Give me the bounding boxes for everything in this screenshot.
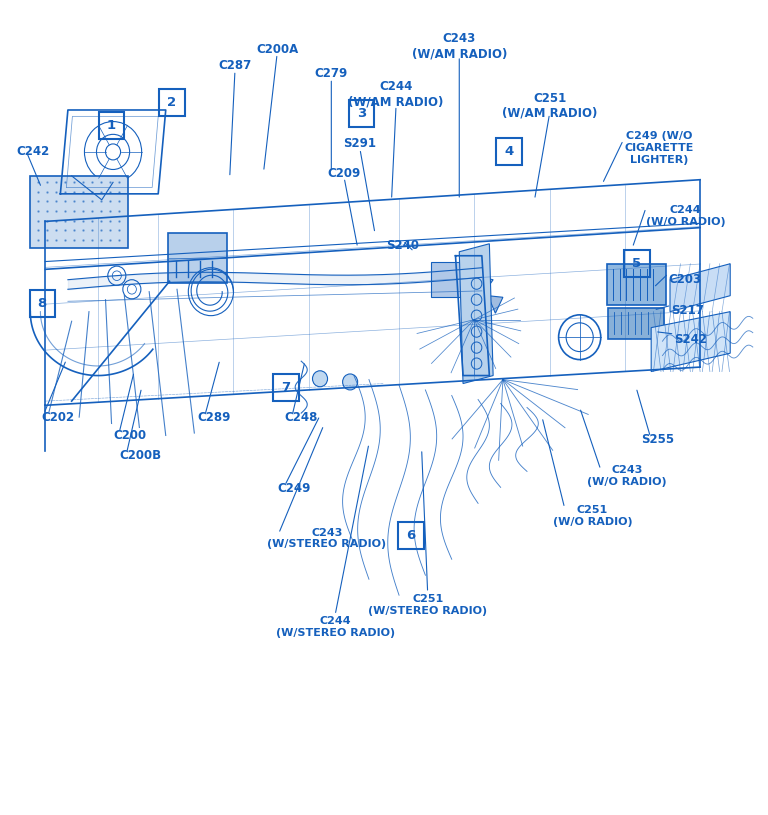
Text: C249 (W/O
CIGARETTE
LIGHTER): C249 (W/O CIGARETTE LIGHTER)	[625, 131, 694, 165]
Text: C251
(W/O RADIO): C251 (W/O RADIO)	[553, 505, 632, 527]
Text: 3: 3	[357, 107, 366, 120]
Text: S242: S242	[674, 333, 707, 346]
Text: C248: C248	[285, 411, 318, 424]
FancyBboxPatch shape	[608, 307, 664, 339]
Polygon shape	[651, 311, 730, 372]
Text: C249: C249	[277, 482, 310, 496]
Text: 2: 2	[167, 96, 177, 109]
Text: C244
(W/AM RADIO): C244 (W/AM RADIO)	[349, 81, 444, 108]
Text: 4: 4	[505, 145, 514, 158]
Text: 5: 5	[632, 258, 641, 271]
Polygon shape	[30, 176, 128, 248]
Text: 8: 8	[38, 297, 47, 311]
Polygon shape	[473, 275, 493, 296]
Text: C200: C200	[113, 429, 146, 442]
Text: C243
(W/STEREO RADIO): C243 (W/STEREO RADIO)	[267, 527, 386, 549]
Text: C251
(W/AM RADIO): C251 (W/AM RADIO)	[502, 91, 598, 120]
Polygon shape	[670, 264, 730, 311]
Text: 1: 1	[107, 119, 116, 132]
Text: C287: C287	[218, 59, 252, 73]
Polygon shape	[488, 296, 503, 313]
Circle shape	[343, 374, 358, 390]
Text: C243
(W/O RADIO): C243 (W/O RADIO)	[588, 465, 667, 487]
FancyBboxPatch shape	[432, 262, 476, 297]
Text: C251
(W/STEREO RADIO): C251 (W/STEREO RADIO)	[368, 594, 487, 615]
Text: 7: 7	[282, 381, 291, 394]
Text: C202: C202	[41, 411, 74, 424]
Text: C209: C209	[327, 167, 361, 180]
Text: S255: S255	[641, 433, 674, 446]
FancyBboxPatch shape	[607, 264, 666, 306]
Text: C279: C279	[315, 67, 348, 80]
Text: C200A: C200A	[256, 43, 298, 56]
FancyBboxPatch shape	[168, 233, 227, 283]
Circle shape	[313, 371, 327, 387]
Text: C244
(W/O RADIO): C244 (W/O RADIO)	[646, 205, 726, 227]
Text: C244
(W/STEREO RADIO): C244 (W/STEREO RADIO)	[276, 616, 395, 638]
Text: S291: S291	[343, 138, 376, 151]
Text: C289: C289	[197, 411, 230, 424]
Text: S240: S240	[386, 239, 419, 252]
Text: C243
(W/AM RADIO): C243 (W/AM RADIO)	[412, 33, 507, 60]
Text: 6: 6	[406, 529, 415, 542]
Text: C200B: C200B	[119, 449, 161, 462]
Polygon shape	[459, 244, 493, 384]
Text: C242: C242	[17, 145, 50, 158]
Text: C203: C203	[668, 273, 702, 286]
Text: S217: S217	[671, 303, 704, 316]
